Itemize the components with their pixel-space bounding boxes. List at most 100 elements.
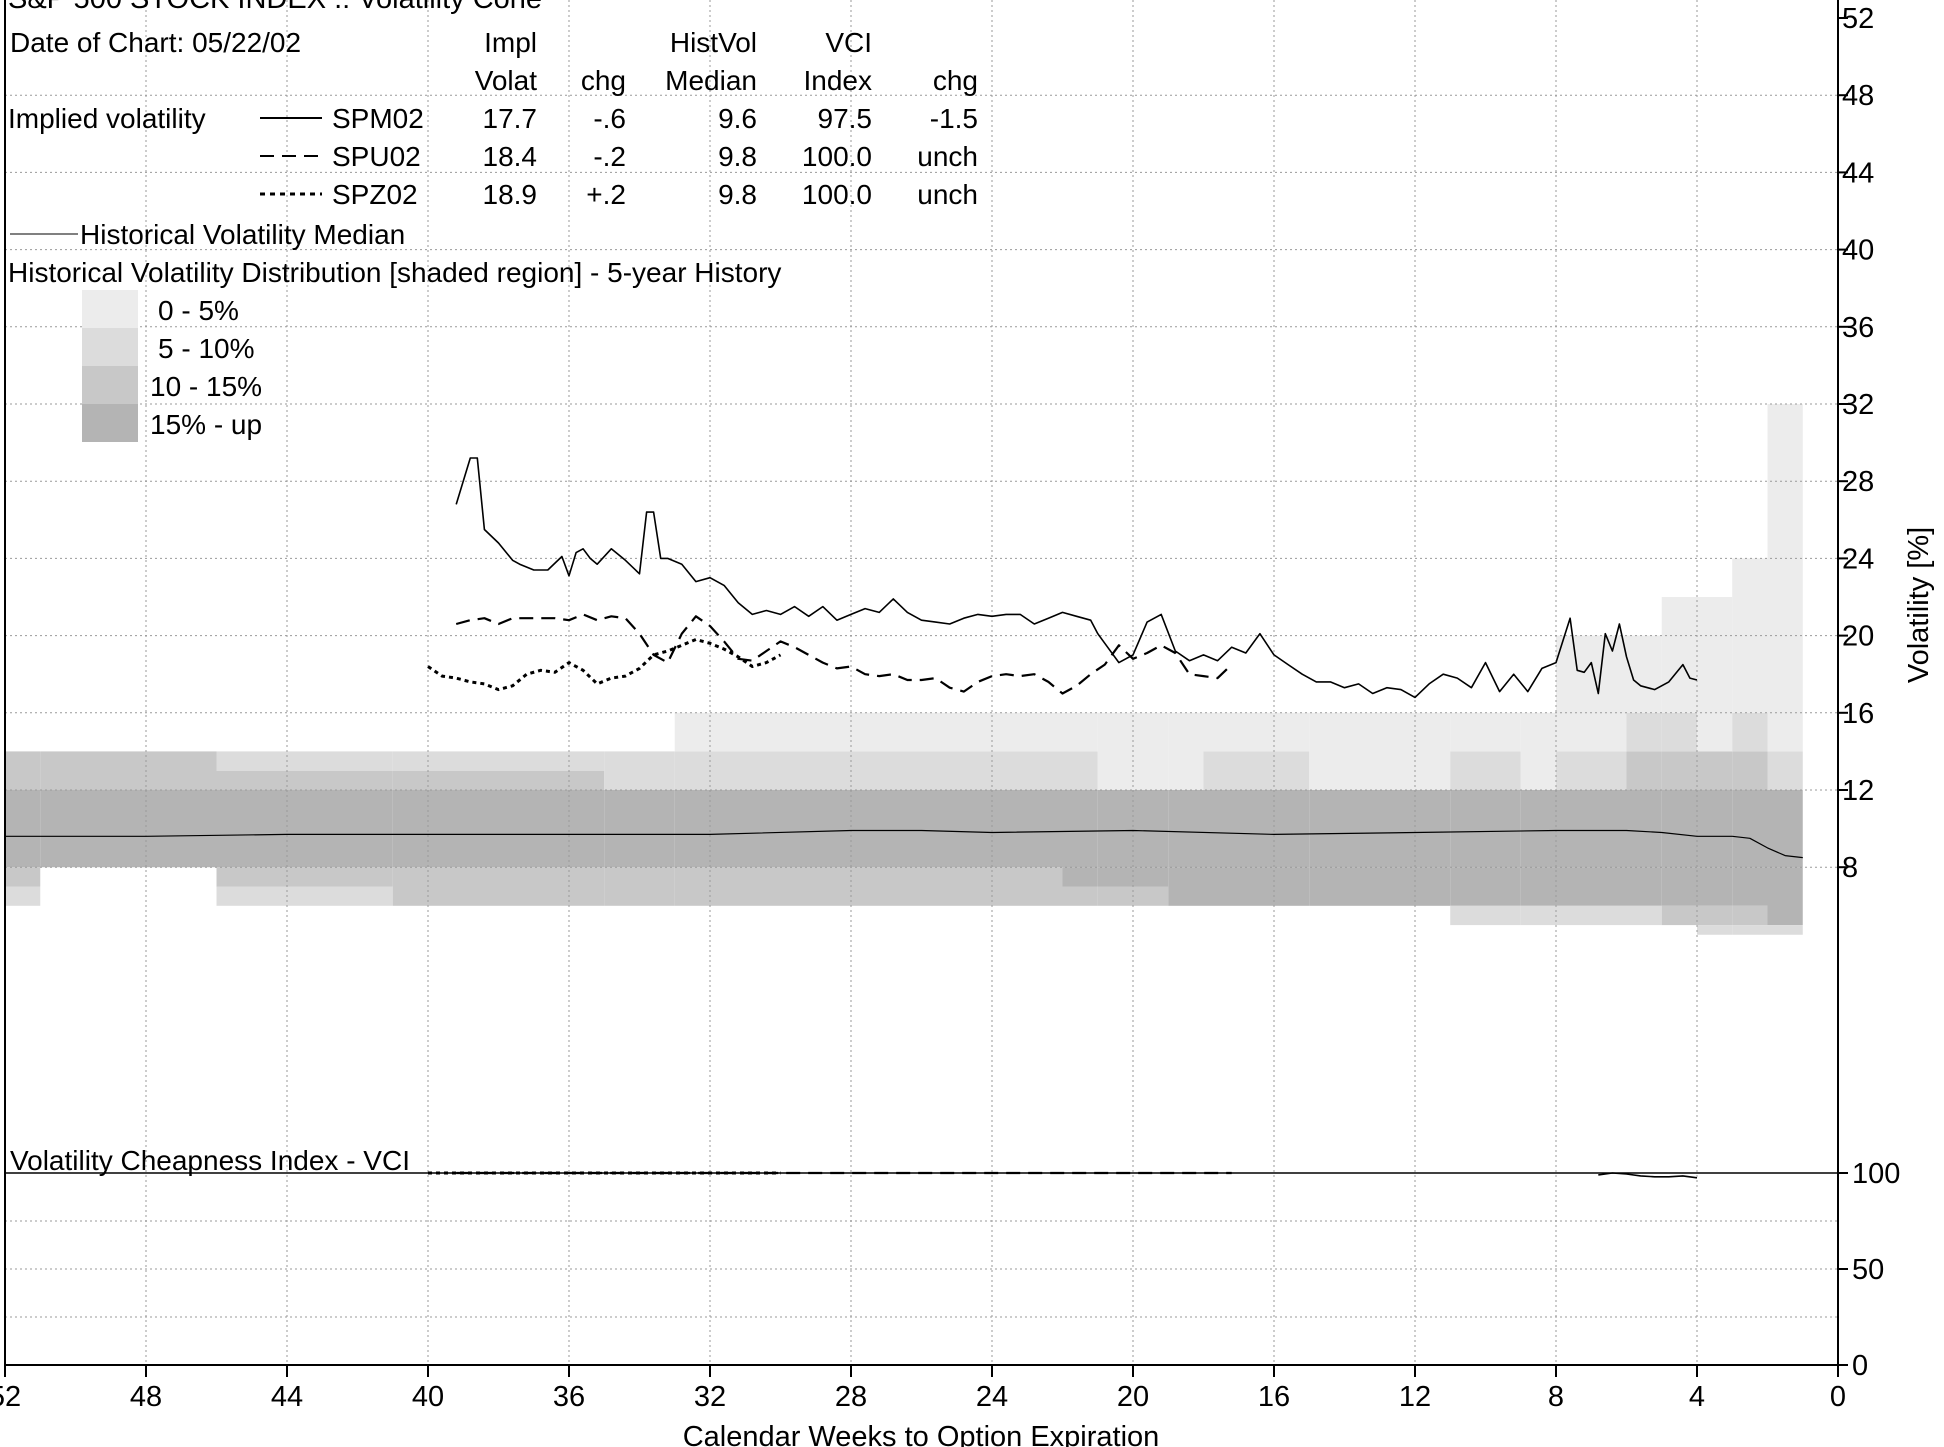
band-high-5-2	[674, 751, 1063, 790]
band-low-18-2	[1767, 925, 1803, 935]
band-low-8-0	[1168, 867, 1204, 906]
vci-tick-label-50: 50	[1852, 1254, 1884, 1286]
row-spz02-chg: +.2	[586, 179, 626, 210]
band-high-18-3	[1767, 404, 1803, 752]
band-low-17-0	[1732, 867, 1768, 906]
band-core-17	[1732, 790, 1768, 868]
band-low-13-2	[1556, 905, 1627, 926]
x-tick-label-52: 52	[0, 1381, 21, 1413]
band-core-13	[1556, 790, 1627, 868]
band-low-16-2	[1697, 925, 1733, 935]
band-core-5	[674, 790, 1063, 868]
median-label: Historical Volatility Median	[80, 219, 405, 250]
info-table: Date of Chart: 05/22/02 Impl HistVol VCI…	[8, 27, 978, 442]
band-high-12-3	[1520, 712, 1556, 790]
header-histvol: HistVol	[670, 27, 757, 58]
band-core-4	[604, 790, 675, 868]
x-tick-label-48: 48	[130, 1381, 162, 1413]
y-tick-label-52: 52	[1842, 3, 1874, 35]
band-high-10-3	[1309, 712, 1451, 790]
dist-label-10-15: 10 - 15%	[150, 371, 262, 402]
x-tick-label-12: 12	[1399, 1381, 1431, 1413]
band-high-1-1	[40, 751, 217, 790]
band-low-12-0	[1520, 867, 1556, 906]
band-low-6-1	[1062, 886, 1098, 906]
series-line-historical-volatility-median	[5, 829, 1803, 859]
row-spz02-vci: 100.0	[802, 179, 872, 210]
band-low-13-0	[1556, 867, 1627, 906]
axes: 5248444036322824201612840524844403632282…	[0, 3, 1900, 1413]
band-high-11-2	[1450, 751, 1521, 790]
band-low-4-1	[604, 867, 675, 906]
x-tick-label-28: 28	[835, 1381, 867, 1413]
band-high-15-3	[1661, 597, 1697, 713]
band-low-10-0	[1309, 867, 1451, 906]
band-low-16-0	[1697, 867, 1733, 906]
band-high-5-3	[674, 712, 1063, 752]
x-tick-label-40: 40	[412, 1381, 444, 1413]
distribution-label: Historical Volatility Distribution [shad…	[8, 257, 781, 288]
dist-label-0-5: 0 - 5%	[158, 295, 239, 326]
band-high-17-1	[1732, 751, 1768, 790]
row-name-spz02: SPZ02	[332, 179, 418, 210]
x-tick-label-32: 32	[694, 1381, 726, 1413]
band-high-11-3	[1450, 712, 1521, 752]
y-tick-label-40: 40	[1842, 235, 1874, 267]
band-low-6-0	[1062, 867, 1098, 887]
band-core-3	[392, 790, 605, 868]
vci-label: Volatility Cheapness Index - VCI	[10, 1145, 410, 1176]
band-high-17-3	[1732, 558, 1768, 713]
distribution-bands	[5, 404, 1803, 935]
band-core-18	[1767, 790, 1803, 868]
grid	[5, 0, 1838, 1365]
dist-label-5-10: 5 - 10%	[158, 333, 255, 364]
implied-volatility-label: Implied volatility	[8, 103, 206, 134]
band-high-13-3	[1556, 635, 1627, 752]
band-low-5-1	[674, 867, 1063, 906]
band-high-18-2	[1767, 751, 1803, 790]
band-low-0-2	[5, 886, 41, 906]
band-low-11-0	[1450, 867, 1521, 906]
dist-swatch-10-15	[82, 366, 138, 404]
row-spu02-vci: 100.0	[802, 141, 872, 172]
band-high-16-3	[1697, 597, 1733, 752]
band-core-0	[5, 790, 41, 868]
band-low-3-1	[392, 867, 605, 906]
series-line-spu02	[455, 613, 1233, 695]
dist-swatch-15-up	[82, 404, 138, 442]
band-low-11-2	[1450, 905, 1521, 926]
y-tick-label-24: 24	[1842, 543, 1874, 575]
band-core-16	[1697, 790, 1733, 868]
band-low-0-1	[5, 867, 41, 887]
row-spu02-implvol: 18.4	[483, 141, 538, 172]
band-core-8	[1168, 790, 1204, 868]
band-high-14-1	[1626, 751, 1662, 790]
y-tick-label-44: 44	[1842, 157, 1874, 189]
date-label: Date of Chart: 05/22/02	[10, 27, 301, 58]
header-median: Median	[665, 65, 757, 96]
band-high-6-3	[1062, 712, 1098, 752]
band-high-3-1	[392, 770, 605, 790]
y-tick-label-20: 20	[1842, 621, 1874, 653]
band-core-15	[1661, 790, 1697, 868]
band-high-8-3	[1168, 712, 1204, 790]
y-tick-label-28: 28	[1842, 466, 1874, 498]
band-core-12	[1520, 790, 1556, 868]
band-low-14-0	[1626, 867, 1662, 906]
row-spm02-chg: -.6	[593, 103, 626, 134]
chart-title: S&P 500 STOCK INDEX .: Volatility Cone	[8, 0, 542, 15]
row-spu02-median: 9.8	[718, 141, 757, 172]
x-tick-label-36: 36	[553, 1381, 585, 1413]
dist-swatch-0-5	[82, 290, 138, 328]
band-high-4-2	[604, 751, 675, 790]
band-high-2-2	[216, 751, 393, 771]
band-high-2-1	[216, 770, 393, 790]
band-core-1	[40, 790, 217, 868]
series-line-spm02	[455, 457, 1698, 699]
row-spm02-vci: 97.5	[818, 103, 873, 134]
row-spm02-implvol: 17.7	[483, 103, 538, 134]
band-high-15-2	[1661, 712, 1697, 752]
band-core-10	[1309, 790, 1451, 868]
x-axis-label: Calendar Weeks to Option Expiration	[683, 1421, 1160, 1447]
